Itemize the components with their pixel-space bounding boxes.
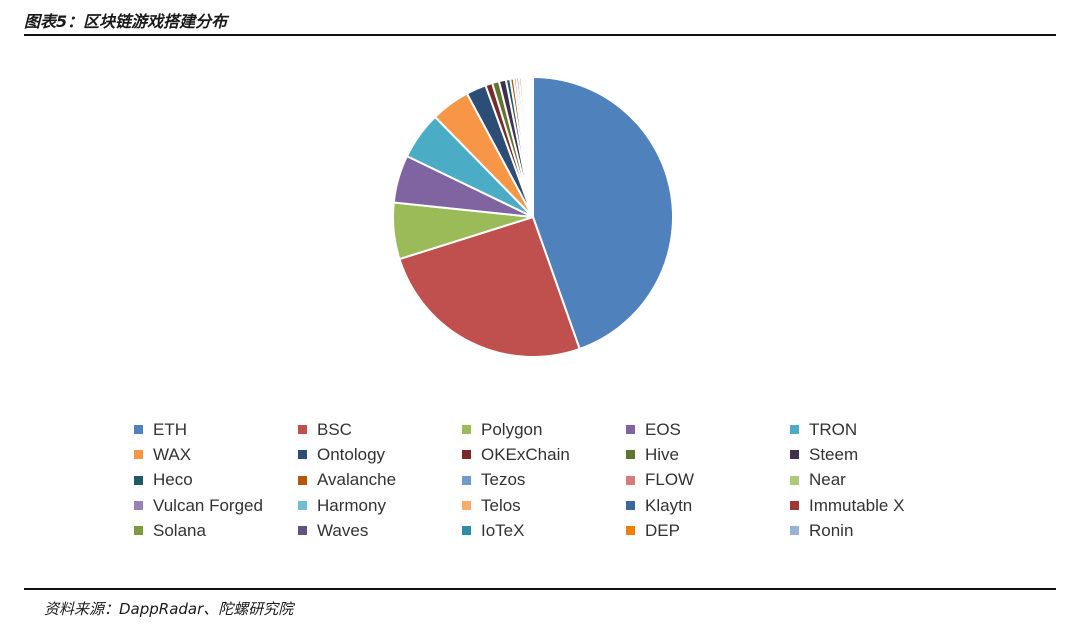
legend-item-heco: Heco: [134, 468, 298, 493]
legend-label: Vulcan Forged: [153, 495, 263, 515]
legend-label: EOS: [645, 419, 681, 439]
legend-item-iotex: IoTeX: [462, 518, 626, 543]
legend-label: Avalanche: [317, 470, 397, 490]
legend-item-klaytn: Klaytn: [626, 493, 790, 518]
legend-item-avalanche: Avalanche: [298, 468, 462, 493]
legend-label: Immutable X: [809, 495, 905, 515]
legend-label: TRON: [809, 419, 858, 439]
legend-item-dep: DEP: [626, 518, 790, 543]
legend-swatch: [790, 450, 799, 460]
legend-label: Tezos: [481, 470, 526, 490]
legend-item-vulcan-forged: Vulcan Forged: [134, 493, 298, 518]
chart-legend: ETH BSC Polygon EOS TRON WAX Ontology OKExChain…: [134, 417, 954, 543]
legend-item-near: Near: [790, 468, 954, 493]
bottom-rule: [24, 588, 1056, 590]
legend-swatch: [626, 501, 635, 511]
legend-swatch: [626, 475, 635, 485]
legend-swatch: [134, 450, 143, 460]
legend-label: Ronin: [809, 520, 854, 540]
legend-swatch: [298, 475, 307, 485]
legend-swatch: [134, 526, 143, 536]
legend-swatch: [462, 425, 471, 435]
legend-label: Klaytn: [645, 495, 693, 515]
legend-swatch: [298, 425, 307, 435]
legend-label: WAX: [153, 444, 192, 464]
legend-swatch: [626, 450, 635, 460]
legend-label: FLOW: [645, 470, 695, 490]
legend-swatch: [462, 450, 471, 460]
legend-item-bsc: BSC: [298, 417, 462, 442]
legend-label: IoTeX: [481, 520, 525, 540]
legend-item-okexchain: OKExChain: [462, 442, 626, 467]
legend-item-polygon: Polygon: [462, 417, 626, 442]
legend-swatch: [626, 526, 635, 536]
legend-swatch: [626, 425, 635, 435]
legend-swatch: [134, 425, 143, 435]
legend-label: Hive: [645, 444, 680, 464]
legend-item-tezos: Tezos: [462, 468, 626, 493]
legend-swatch: [790, 501, 799, 511]
legend-label: Telos: [481, 495, 521, 515]
figure-title: 图表5：区块链游戏搭建分布: [24, 12, 228, 31]
legend-label: OKExChain: [481, 444, 570, 464]
legend-item-wax: WAX: [134, 442, 298, 467]
legend-swatch: [790, 526, 799, 536]
legend-item-waves: Waves: [298, 518, 462, 543]
legend-item-tron: TRON: [790, 417, 954, 442]
legend-swatch: [462, 526, 471, 536]
legend-swatch: [134, 475, 143, 485]
legend-label: Heco: [153, 470, 193, 490]
top-rule: [24, 34, 1056, 36]
legend-item-ronin: Ronin: [790, 518, 954, 543]
legend-item-immutable-x: Immutable X: [790, 493, 954, 518]
legend-label: Solana: [153, 520, 206, 540]
legend-label: BSC: [317, 419, 352, 439]
legend-item-eth: ETH: [134, 417, 298, 442]
legend-label: Polygon: [481, 419, 543, 439]
pie-slice-eth: [532, 76, 674, 350]
legend-item-harmony: Harmony: [298, 493, 462, 518]
legend-label: Waves: [317, 520, 369, 540]
legend-label: Harmony: [317, 495, 386, 515]
legend-label: DEP: [645, 520, 680, 540]
legend-swatch: [462, 475, 471, 485]
legend-item-solana: Solana: [134, 518, 298, 543]
legend-label: Near: [809, 470, 846, 490]
legend-item-flow: FLOW: [626, 468, 790, 493]
legend-swatch: [298, 526, 307, 536]
pie-slice-bsc: [398, 216, 581, 358]
legend-swatch: [790, 475, 799, 485]
legend-item-eos: EOS: [626, 417, 790, 442]
source-note: 资料来源：DappRadar、陀螺研究院: [44, 600, 294, 618]
pie-chart: [392, 75, 674, 358]
legend-swatch: [462, 501, 471, 511]
legend-label: Ontology: [317, 444, 386, 464]
legend-swatch: [790, 425, 799, 435]
legend-item-hive: Hive: [626, 442, 790, 467]
legend-swatch: [134, 501, 143, 511]
legend-swatch: [298, 450, 307, 460]
legend-item-steem: Steem: [790, 442, 954, 467]
legend-item-ontology: Ontology: [298, 442, 462, 467]
legend-item-telos: Telos: [462, 493, 626, 518]
legend-swatch: [298, 501, 307, 511]
pie-slice-ronin: [531, 75, 534, 218]
legend-label: ETH: [153, 419, 187, 439]
legend-label: Steem: [809, 444, 859, 464]
